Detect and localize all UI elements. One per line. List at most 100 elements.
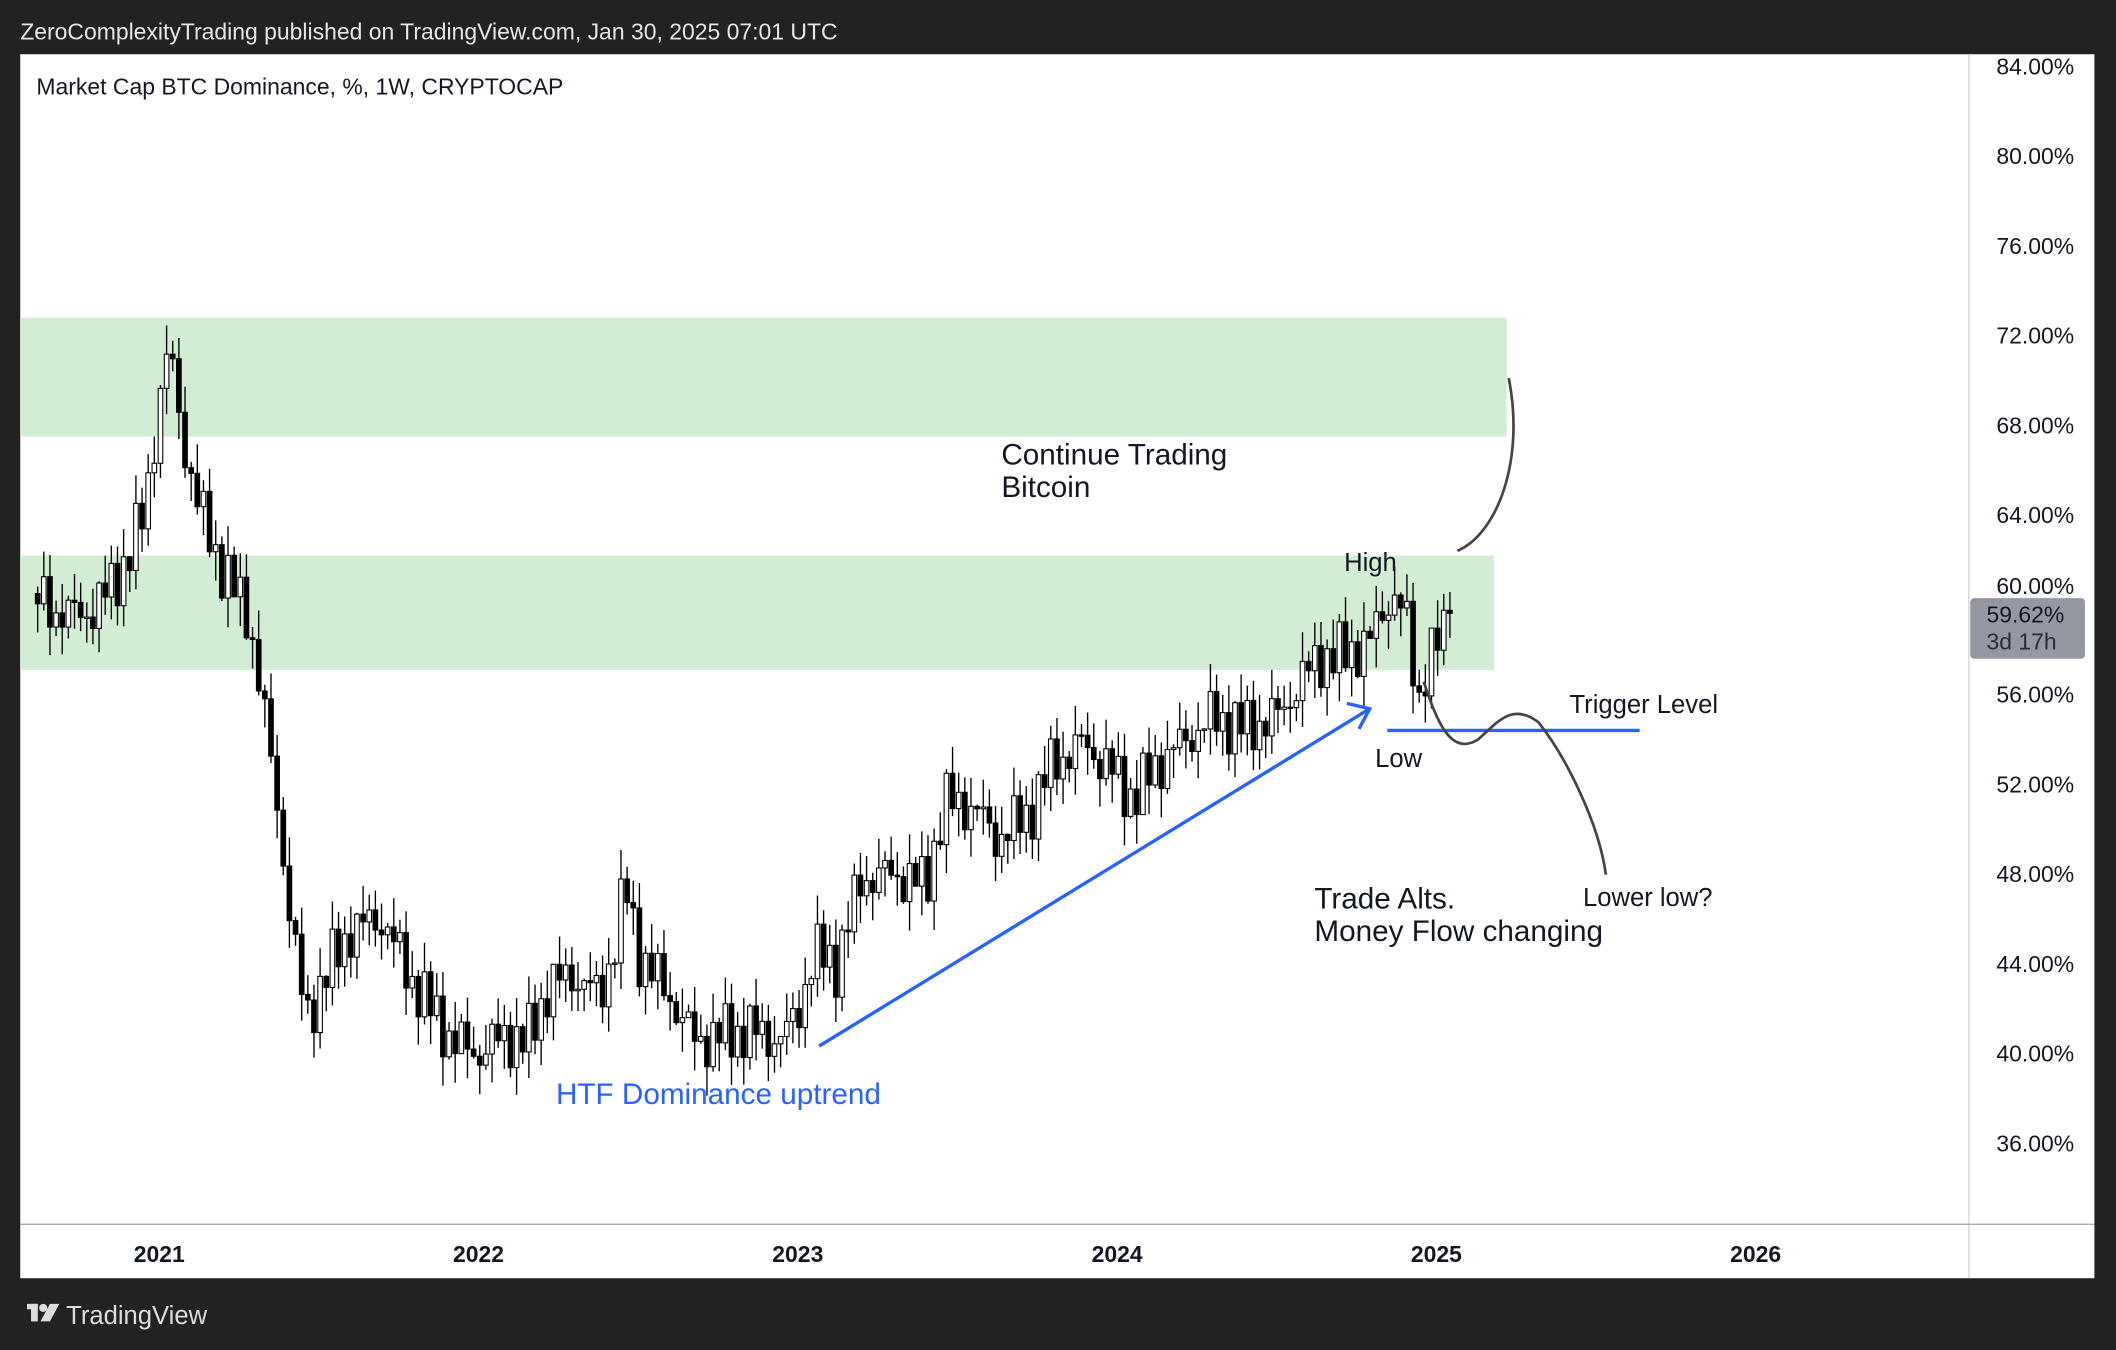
candle: [697, 1014, 704, 1044]
x-tick-label: 2025: [1411, 1241, 1462, 1267]
candle: [550, 963, 557, 1041]
candle: [716, 1017, 723, 1072]
candle: [40, 551, 47, 611]
uptrend-arrow-head: [1346, 701, 1373, 730]
candle: [673, 991, 680, 1026]
candle: [427, 961, 434, 1045]
candle: [1262, 716, 1269, 759]
candle: [409, 951, 416, 998]
candle: [968, 777, 974, 857]
candle: [1207, 663, 1214, 755]
candle: [360, 885, 366, 941]
candle: [906, 834, 913, 931]
candle: [1090, 723, 1097, 769]
candle: [421, 942, 428, 1025]
candle: [311, 984, 317, 1058]
candle: [317, 948, 323, 1049]
candle: [943, 769, 950, 874]
candle: [863, 856, 870, 906]
candle: [624, 866, 630, 915]
annotation-trigger: Trigger Level: [1569, 691, 1718, 719]
y-tick-label: 84.00%: [1996, 53, 2074, 79]
candle: [826, 924, 833, 984]
candle: [415, 969, 422, 1045]
candle: [225, 526, 231, 628]
candle: [182, 386, 188, 478]
candle: [403, 911, 409, 1015]
candle: [237, 553, 244, 626]
candle: [1201, 728, 1208, 743]
candle: [636, 882, 643, 997]
candle: [200, 480, 207, 536]
candle: [1213, 674, 1220, 746]
candle: [1447, 592, 1453, 638]
candle: [323, 975, 330, 1012]
candle: [961, 777, 968, 840]
candle: [59, 584, 66, 655]
candle: [347, 906, 354, 978]
annotation-high: High: [1344, 549, 1397, 577]
last-price-label: 59.62% 3d 17h: [1970, 598, 2085, 659]
candle: [335, 911, 342, 989]
candle: [489, 1018, 495, 1083]
annotation-low: Low: [1375, 745, 1423, 773]
candle: [1348, 619, 1355, 697]
candle: [169, 340, 176, 372]
candle: [599, 955, 606, 1024]
candle: [90, 588, 96, 645]
candle: [1152, 734, 1159, 788]
candle: [654, 943, 661, 1010]
candle: [581, 978, 587, 1012]
candle: [452, 1001, 459, 1083]
candle: [894, 852, 901, 906]
candle: [1281, 685, 1287, 726]
candle: [691, 987, 698, 1071]
candle: [397, 919, 403, 955]
candle: [814, 895, 821, 997]
candle: [1305, 651, 1312, 683]
candle: [501, 1004, 508, 1069]
candle: [298, 907, 305, 1021]
candle: [366, 894, 373, 946]
candle: [747, 1003, 753, 1070]
candle: [470, 1026, 477, 1059]
candle: [157, 385, 164, 478]
candle: [1293, 693, 1300, 722]
chart-title: Market Cap BTC Dominance, %, 1W, CRYPTOC…: [36, 74, 563, 100]
candle: [1275, 686, 1281, 734]
candle: [1004, 833, 1011, 864]
candle: [667, 972, 673, 1031]
candle: [34, 586, 41, 633]
candle: [888, 836, 894, 880]
y-tick-label: 40.00%: [1996, 1041, 2074, 1067]
candle: [65, 595, 72, 639]
candle: [876, 838, 882, 900]
candle: [986, 789, 993, 838]
candle: [83, 602, 90, 643]
candle: [1287, 682, 1294, 733]
candle: [925, 835, 931, 904]
candle: [759, 1003, 766, 1049]
candle: [753, 978, 759, 1061]
candle: [354, 912, 360, 979]
mid-zone: [20, 555, 1494, 670]
candle: [151, 436, 158, 498]
candle: [1311, 622, 1318, 699]
candles: [34, 325, 1453, 1096]
candle: [390, 898, 397, 968]
candle: [630, 880, 637, 935]
annotation-uptrend: HTF Dominance uptrend: [556, 1078, 881, 1111]
candle: [857, 852, 864, 923]
candle: [544, 970, 551, 1033]
candle: [206, 468, 213, 558]
x-tick-label: 2024: [1092, 1241, 1143, 1267]
candle: [912, 856, 919, 887]
candle: [194, 444, 201, 515]
candle: [329, 901, 336, 1006]
candle: [1324, 639, 1330, 716]
candle: [587, 952, 594, 1002]
candle: [808, 975, 815, 1007]
candle: [255, 610, 262, 696]
candle: [446, 1022, 452, 1060]
candle: [126, 556, 133, 593]
